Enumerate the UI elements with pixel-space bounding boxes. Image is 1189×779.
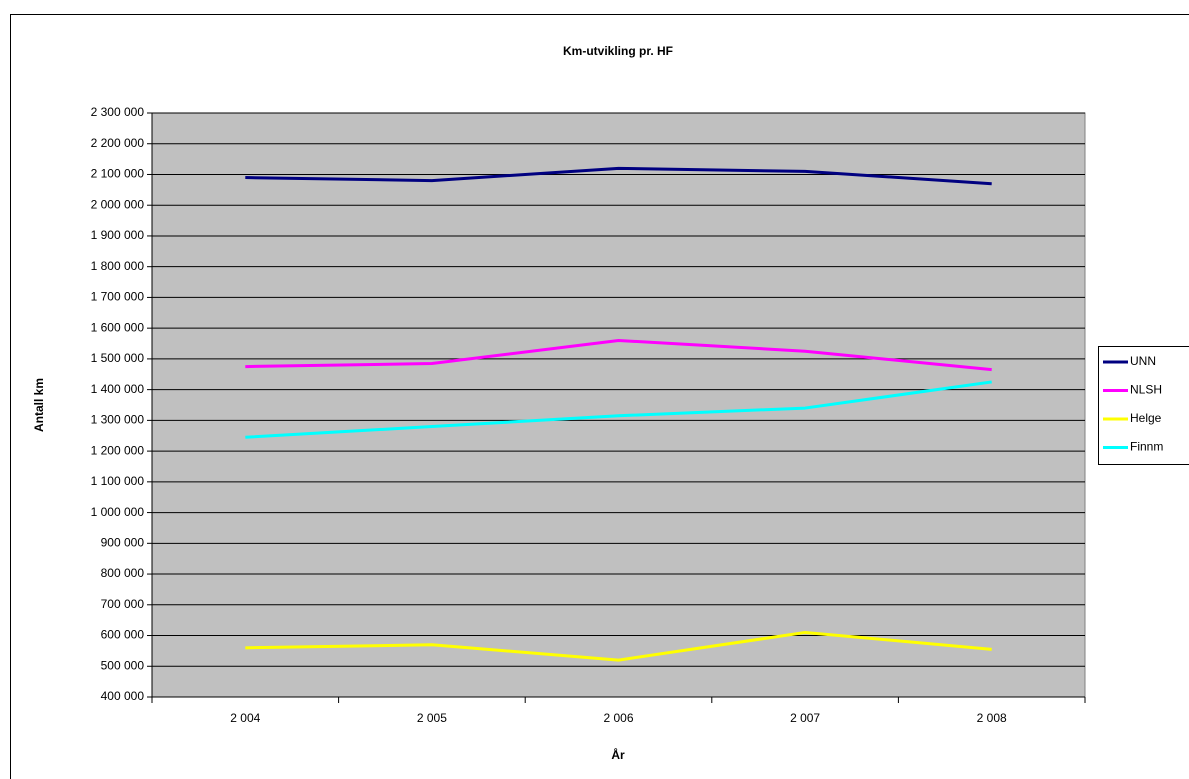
chart-title: Km-utvikling pr. HF — [563, 44, 673, 58]
y-tick-label: 700 000 — [101, 597, 145, 611]
y-tick-label: 1 600 000 — [91, 320, 145, 334]
y-tick-label: 2 200 000 — [91, 136, 145, 150]
x-tick-label: 2 007 — [790, 711, 820, 725]
y-tick-label: 1 700 000 — [91, 290, 145, 304]
legend-label: NLSH — [1130, 383, 1162, 397]
series-line — [245, 166, 992, 186]
series-line — [245, 380, 992, 439]
y-tick-label: 400 000 — [101, 689, 145, 703]
y-tick-label: 1 900 000 — [91, 228, 145, 242]
x-tick-label: 2 005 — [417, 711, 447, 725]
x-tick-label: 2 008 — [977, 711, 1007, 725]
y-tick-label: 2 000 000 — [91, 197, 145, 211]
legend-label: Helge — [1130, 411, 1162, 425]
y-tick-label: 2 100 000 — [91, 167, 145, 181]
y-tick-label: 1 800 000 — [91, 259, 145, 273]
plot-area — [151, 112, 1086, 698]
x-axis-label: År — [611, 747, 625, 762]
series-line — [245, 630, 992, 662]
y-tick-label: 1 200 000 — [91, 443, 145, 457]
legend-label: UNN — [1130, 354, 1156, 368]
y-tick-label: 1 000 000 — [91, 505, 145, 519]
legend-label: Finnm — [1130, 440, 1163, 454]
y-axis-label: Antall km — [32, 378, 46, 432]
y-tick-label: 1 500 000 — [91, 351, 145, 365]
y-tick-label: 600 000 — [101, 628, 145, 642]
y-tick-label: 800 000 — [101, 566, 145, 580]
y-tick-label: 1 300 000 — [91, 413, 145, 427]
y-tick-label: 1 400 000 — [91, 382, 145, 396]
y-tick-label: 500 000 — [101, 658, 145, 672]
x-tick-label: 2 004 — [230, 711, 260, 725]
y-tick-label: 900 000 — [101, 535, 145, 549]
y-tick-label: 1 100 000 — [91, 474, 145, 488]
legend — [1098, 346, 1189, 465]
series-line — [245, 338, 992, 372]
y-tick-label: 2 300 000 — [91, 105, 145, 119]
x-tick-label: 2 006 — [603, 711, 633, 725]
